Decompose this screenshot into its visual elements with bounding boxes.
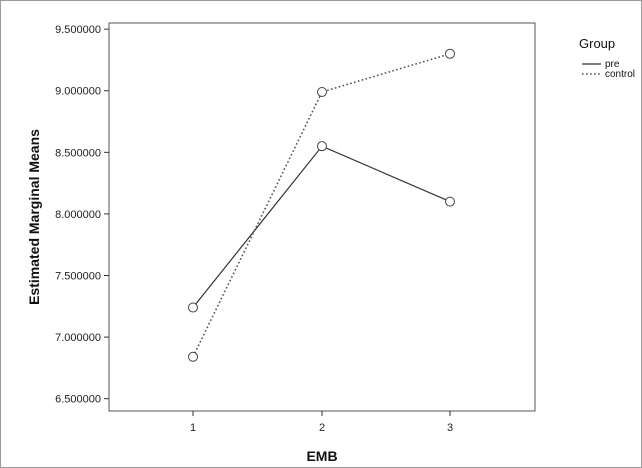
y-tick-label: 9.000000 [55,86,101,98]
y-tick-label: 9.500000 [55,24,101,36]
series-markers [188,48,455,362]
legend-title: Group [579,36,615,51]
x-tick-label: 2 [319,422,325,434]
y-tick-label: 6.500000 [55,394,101,406]
x-axis-title: EMB [306,448,337,464]
y-tick-label: 8.500000 [55,147,101,159]
data-point-pre-1 [188,302,198,313]
y-tick-label: 7.500000 [55,271,101,283]
legend-label-control: control [605,69,635,80]
x-tick-label: 1 [190,422,196,434]
plot-area [108,22,536,412]
x-tick-label: 3 [447,422,453,434]
y-tick-label: 8.000000 [55,209,101,221]
y-axis: 9.500000 9.000000 8.500000 8.000000 7.500000… [55,24,109,406]
data-point-pre-3 [445,196,455,207]
data-point-pre-2 [317,141,327,152]
y-axis-title: Estimated Marginal Means [26,129,42,305]
data-point-control-1 [188,351,198,362]
legend-label-pre: pre [605,59,620,70]
data-point-control-3 [445,48,455,59]
x-axis: 1 2 3 [190,411,453,434]
y-tick-label: 7.000000 [55,332,101,344]
data-point-control-2 [317,86,327,97]
